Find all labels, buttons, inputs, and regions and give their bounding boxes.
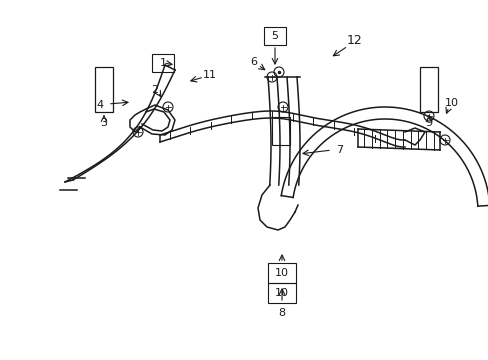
- Text: 9: 9: [425, 118, 432, 128]
- Text: 3: 3: [101, 118, 107, 128]
- Text: 7: 7: [336, 145, 343, 155]
- Text: 12: 12: [346, 33, 362, 46]
- Text: 1: 1: [159, 58, 166, 68]
- Text: 5: 5: [271, 31, 278, 41]
- Text: 6: 6: [250, 57, 257, 67]
- Text: 2: 2: [151, 85, 158, 95]
- Text: 10: 10: [274, 268, 288, 278]
- Text: 11: 11: [203, 70, 217, 80]
- Text: 10: 10: [274, 288, 288, 298]
- Text: 10: 10: [444, 98, 458, 108]
- Text: 4: 4: [96, 100, 103, 110]
- Text: 8: 8: [278, 308, 285, 318]
